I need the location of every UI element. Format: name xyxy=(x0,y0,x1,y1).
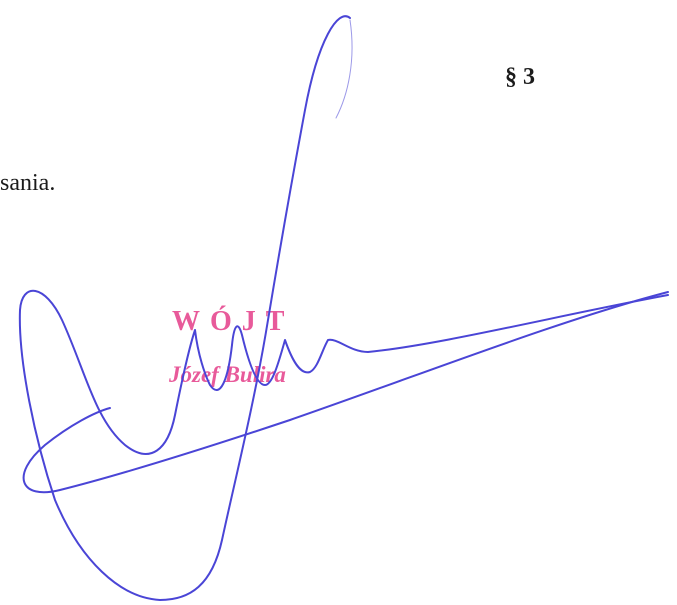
body-text-fragment: sania. xyxy=(0,170,56,196)
signature-underline-stroke xyxy=(22,291,669,494)
section-heading: § 3 xyxy=(505,64,535,90)
signature-main-stroke xyxy=(18,15,669,601)
signature-hairline xyxy=(335,19,353,119)
